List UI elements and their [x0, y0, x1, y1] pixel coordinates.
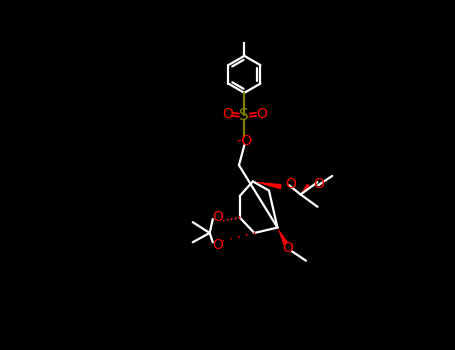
Text: O: O: [222, 107, 233, 121]
Polygon shape: [278, 228, 288, 245]
Text: O: O: [282, 241, 293, 255]
Polygon shape: [301, 183, 311, 195]
Text: O: O: [313, 177, 324, 191]
Polygon shape: [253, 181, 282, 189]
Text: S: S: [239, 108, 249, 122]
Text: O: O: [212, 210, 223, 224]
Text: O: O: [256, 107, 267, 121]
Text: O: O: [285, 177, 296, 191]
Text: -O: -O: [236, 134, 253, 148]
Text: O: O: [212, 238, 223, 252]
